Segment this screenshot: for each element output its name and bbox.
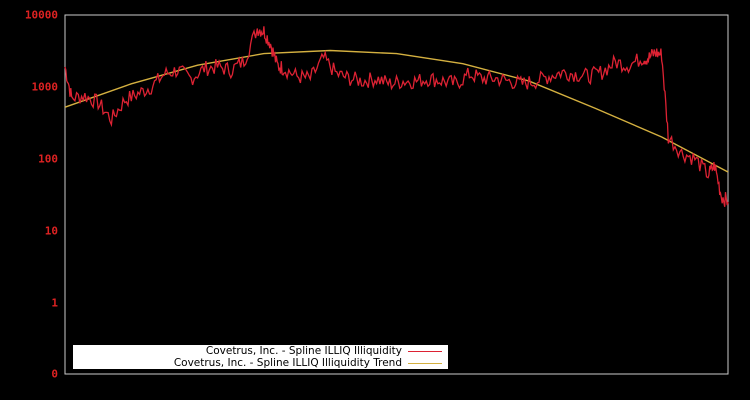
y-tick-label: 1 (51, 296, 58, 310)
legend: Covetrus, Inc. - Spline ILLIQ Illiquidit… (73, 345, 448, 369)
y-tick-label: 100 (38, 152, 58, 166)
legend-swatch-trend (408, 363, 442, 364)
legend-label-series: Covetrus, Inc. - Spline ILLIQ Illiquidit… (205, 345, 402, 357)
y-tick-label: 10 (44, 224, 58, 238)
trend-line (64, 49, 729, 173)
plot-frame (64, 14, 729, 375)
legend-swatch-series (408, 351, 442, 352)
series-line (64, 26, 729, 207)
legend-label-trend: Covetrus, Inc. - Spline ILLIQ Illiquidit… (173, 357, 402, 369)
y-tick-label: 0 (51, 367, 58, 381)
y-tick-label: 1000 (31, 80, 59, 94)
y-tick-label: 10000 (24, 8, 58, 22)
